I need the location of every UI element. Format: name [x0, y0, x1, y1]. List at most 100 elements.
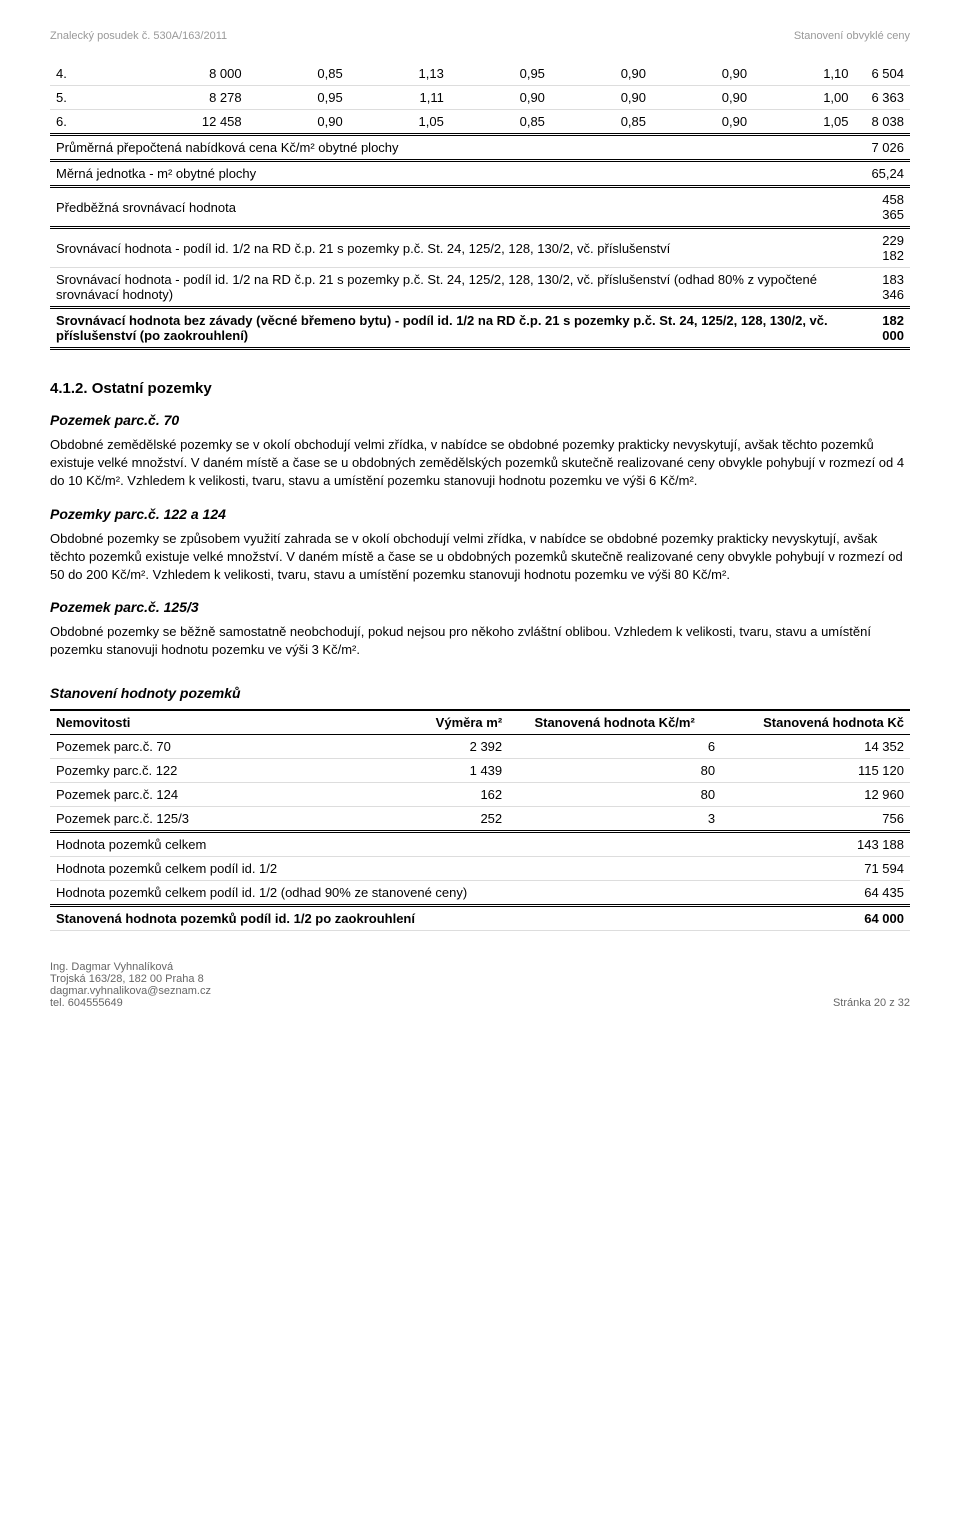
- cell: 0,95: [248, 86, 349, 110]
- cell: Pozemek parc.č. 124: [50, 782, 411, 806]
- cell: 183 346: [855, 268, 910, 308]
- cell: 8 000: [112, 62, 248, 86]
- cell-label: Srovnávací hodnota - podíl id. 1/2 na RD…: [50, 268, 855, 308]
- subsection-title: Pozemek parc.č. 70: [50, 412, 910, 428]
- col-header: Výměra m²: [411, 710, 508, 735]
- table-row: Srovnávací hodnota - podíl id. 1/2 na RD…: [50, 228, 910, 268]
- paragraph: Obdobné pozemky se běžně samostatně neob…: [50, 623, 910, 659]
- footer-left: Ing. Dagmar Vyhnalíková Trojská 163/28, …: [50, 961, 211, 1009]
- subsection-title: Pozemek parc.č. 125/3: [50, 599, 910, 615]
- paragraph: Obdobné zemědělské pozemky se v okolí ob…: [50, 436, 910, 491]
- table-row: Hodnota pozemků celkem podíl id. 1/2 (od…: [50, 880, 910, 905]
- cell: 458 365: [855, 187, 910, 228]
- cell-label: Předběžná srovnávací hodnota: [50, 187, 855, 228]
- cell: Hodnota pozemků celkem podíl id. 1/2: [50, 856, 721, 880]
- cell: 143 188: [721, 831, 910, 856]
- cell: 6 504: [855, 62, 910, 86]
- cell: Hodnota pozemků celkem: [50, 831, 721, 856]
- cell: 80: [508, 782, 721, 806]
- cell: Pozemek parc.č. 125/3: [50, 806, 411, 831]
- cell: 1,00: [753, 86, 854, 110]
- table-row: Srovnávací hodnota bez závady (věcné bře…: [50, 308, 910, 349]
- cell: 5.: [50, 86, 112, 110]
- cell: 6.: [50, 110, 112, 135]
- cell: 0,90: [248, 110, 349, 135]
- footer-address: Trojská 163/28, 182 00 Praha 8: [50, 973, 211, 985]
- page-header: Znalecký posudek č. 530A/163/2011 Stanov…: [50, 30, 910, 42]
- cell: 64 000: [721, 905, 910, 930]
- cell: Hodnota pozemků celkem podíl id. 1/2 (od…: [50, 880, 721, 905]
- table-row: 4. 8 000 0,85 1,13 0,95 0,90 0,90 1,10 6…: [50, 62, 910, 86]
- cell: 3: [508, 806, 721, 831]
- table-row: Pozemek parc.č. 70 2 392 6 14 352: [50, 734, 910, 758]
- cell: 7 026: [855, 135, 910, 161]
- cell: 2 392: [411, 734, 508, 758]
- cell: 0,85: [450, 110, 551, 135]
- page-footer: Ing. Dagmar Vyhnalíková Trojská 163/28, …: [50, 961, 910, 1009]
- cell: 4.: [50, 62, 112, 86]
- table-row: Předběžná srovnávací hodnota 458 365: [50, 187, 910, 228]
- cell: 0,90: [652, 62, 753, 86]
- cell: 252: [411, 806, 508, 831]
- footer-name: Ing. Dagmar Vyhnalíková: [50, 961, 211, 973]
- cell: 0,85: [551, 110, 652, 135]
- footer-email: dagmar.vyhnalikova@seznam.cz: [50, 985, 211, 997]
- cell: 115 120: [721, 758, 910, 782]
- section-title-stanoveni: Stanovení hodnoty pozemků: [50, 685, 910, 701]
- cell: 65,24: [855, 161, 910, 187]
- cell-label: Srovnávací hodnota - podíl id. 1/2 na RD…: [50, 228, 855, 268]
- table-row: Hodnota pozemků celkem 143 188: [50, 831, 910, 856]
- cell: 1,10: [753, 62, 854, 86]
- cell: 80: [508, 758, 721, 782]
- table-row: 5. 8 278 0,95 1,11 0,90 0,90 0,90 1,00 6…: [50, 86, 910, 110]
- paragraph: Obdobné pozemky se způsobem využití zahr…: [50, 530, 910, 585]
- footer-tel: tel. 604555649: [50, 997, 211, 1009]
- cell: 0,90: [652, 86, 753, 110]
- table-row: Průměrná přepočtená nabídková cena Kč/m²…: [50, 135, 910, 161]
- parcel-value-table: Nemovitosti Výměra m² Stanovená hodnota …: [50, 709, 910, 931]
- cell: 6: [508, 734, 721, 758]
- table-row: Měrná jednotka - m² obytné plochy 65,24: [50, 161, 910, 187]
- cell: Stanovená hodnota pozemků podíl id. 1/2 …: [50, 905, 721, 930]
- table-row: Pozemek parc.č. 124 162 80 12 960: [50, 782, 910, 806]
- cell: 1 439: [411, 758, 508, 782]
- col-header: Stanovená hodnota Kč: [721, 710, 910, 735]
- section-title-ostatni: 4.1.2. Ostatní pozemky: [50, 380, 910, 397]
- cell: 0,85: [248, 62, 349, 86]
- cell: 1,05: [753, 110, 854, 135]
- header-right: Stanovení obvyklé ceny: [794, 30, 910, 42]
- cell: 71 594: [721, 856, 910, 880]
- cell: 1,11: [349, 86, 450, 110]
- cell: 0,90: [450, 86, 551, 110]
- col-header: Nemovitosti: [50, 710, 411, 735]
- cell: 6 363: [855, 86, 910, 110]
- cell: 12 458: [112, 110, 248, 135]
- subsection-title: Pozemky parc.č. 122 a 124: [50, 506, 910, 522]
- cell: 162: [411, 782, 508, 806]
- table-row: Hodnota pozemků celkem podíl id. 1/2 71 …: [50, 856, 910, 880]
- cell-label: Průměrná přepočtená nabídková cena Kč/m²…: [50, 135, 855, 161]
- cell: 64 435: [721, 880, 910, 905]
- cell-label: Měrná jednotka - m² obytné plochy: [50, 161, 855, 187]
- cell: 12 960: [721, 782, 910, 806]
- table-row: Srovnávací hodnota - podíl id. 1/2 na RD…: [50, 268, 910, 308]
- cell: 14 352: [721, 734, 910, 758]
- cell: 0,90: [551, 86, 652, 110]
- cell: 229 182: [855, 228, 910, 268]
- cell: 0,90: [652, 110, 753, 135]
- cell: 1,13: [349, 62, 450, 86]
- cell: 0,95: [450, 62, 551, 86]
- table-row: 6. 12 458 0,90 1,05 0,85 0,85 0,90 1,05 …: [50, 110, 910, 135]
- table-header: Nemovitosti Výměra m² Stanovená hodnota …: [50, 710, 910, 735]
- cell: Pozemky parc.č. 122: [50, 758, 411, 782]
- col-header: Stanovená hodnota Kč/m²: [508, 710, 721, 735]
- cell: 0,90: [551, 62, 652, 86]
- cell: 8 038: [855, 110, 910, 135]
- cell-label: Srovnávací hodnota bez závady (věcné bře…: [50, 308, 855, 349]
- cell: 756: [721, 806, 910, 831]
- table-row: Stanovená hodnota pozemků podíl id. 1/2 …: [50, 905, 910, 930]
- footer-right: Stránka 20 z 32: [833, 997, 910, 1009]
- cell: Pozemek parc.č. 70: [50, 734, 411, 758]
- table-row: Pozemky parc.č. 122 1 439 80 115 120: [50, 758, 910, 782]
- cell: 182 000: [855, 308, 910, 349]
